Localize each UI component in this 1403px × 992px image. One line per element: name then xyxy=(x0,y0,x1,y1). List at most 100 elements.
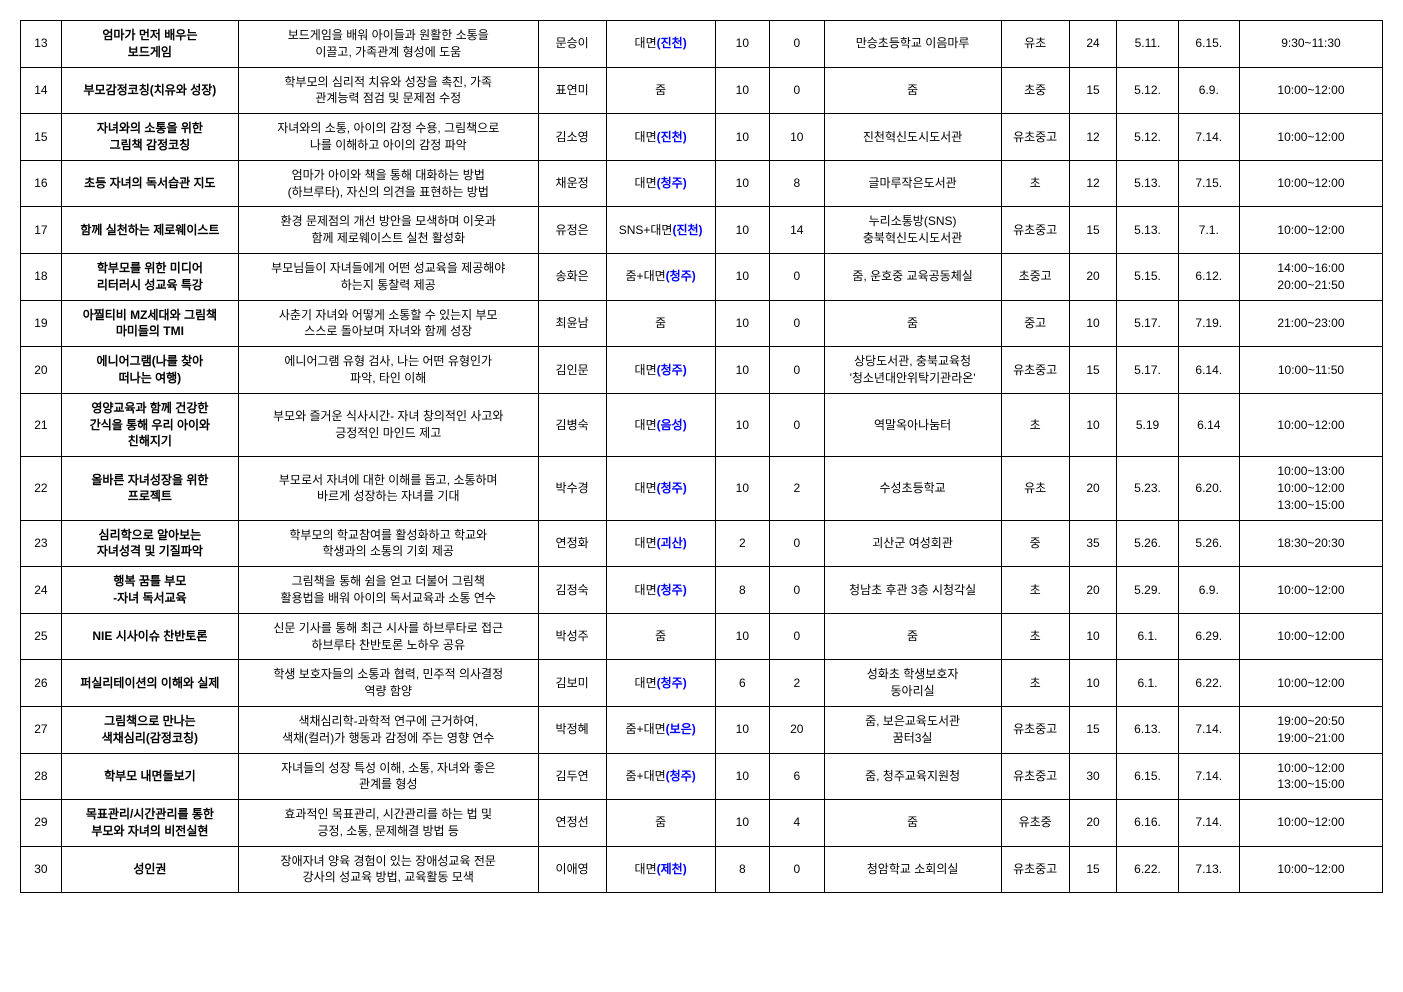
row-number: 23 xyxy=(21,520,62,567)
program-title: 목표관리/시간관리를 통한 부모와 자녀의 비전실현 xyxy=(61,800,238,847)
registered: 0 xyxy=(770,567,824,614)
method-location-highlight: (진천) xyxy=(657,130,687,144)
instructor-name: 유정은 xyxy=(538,207,606,254)
instructor-name: 박성주 xyxy=(538,613,606,660)
row-number: 14 xyxy=(21,67,62,114)
capacity: 2 xyxy=(715,520,769,567)
delivery-method: 줌 xyxy=(606,800,715,847)
target-audience: 유초중 xyxy=(1001,800,1069,847)
hours: 15 xyxy=(1069,207,1117,254)
program-description: 부모와 즐거운 식사시간- 자녀 창의적인 사고와 긍정적인 마인드 제고 xyxy=(238,393,538,456)
target-audience: 초 xyxy=(1001,160,1069,207)
instructor-name: 연정화 xyxy=(538,520,606,567)
start-date: 5.23. xyxy=(1117,457,1178,520)
row-number: 18 xyxy=(21,253,62,300)
location: 청암학교 소회의실 xyxy=(824,846,1001,893)
program-title: NIE 시사이슈 찬반토론 xyxy=(61,613,238,660)
hours: 20 xyxy=(1069,253,1117,300)
end-date: 6.9. xyxy=(1178,567,1239,614)
instructor-name: 박수경 xyxy=(538,457,606,520)
end-date: 6.15. xyxy=(1178,21,1239,68)
row-number: 16 xyxy=(21,160,62,207)
table-row: 25NIE 시사이슈 찬반토론신문 기사를 통해 최근 시사를 하브루타로 접근… xyxy=(21,613,1383,660)
hours: 30 xyxy=(1069,753,1117,800)
end-date: 7.14. xyxy=(1178,800,1239,847)
method-prefix: 줌 xyxy=(655,83,666,97)
capacity: 10 xyxy=(715,800,769,847)
table-row: 28학부모 내면돌보기자녀들의 성장 특성 이해, 소통, 자녀와 좋은 관계를… xyxy=(21,753,1383,800)
table-row: 24행복 꿈틀 부모 -자녀 독서교육그림책을 통해 쉼을 얻고 더불어 그림책… xyxy=(21,567,1383,614)
time-slot: 14:00~16:00 20:00~21:50 xyxy=(1239,253,1382,300)
delivery-method: 대면(괴산) xyxy=(606,520,715,567)
row-number: 20 xyxy=(21,347,62,394)
program-description: 자녀들의 성장 특성 이해, 소통, 자녀와 좋은 관계를 형성 xyxy=(238,753,538,800)
target-audience: 초 xyxy=(1001,393,1069,456)
instructor-name: 박정혜 xyxy=(538,706,606,753)
end-date: 6.9. xyxy=(1178,67,1239,114)
end-date: 6.12. xyxy=(1178,253,1239,300)
delivery-method: 대면(음성) xyxy=(606,393,715,456)
time-slot: 10:00~12:00 xyxy=(1239,800,1382,847)
instructor-name: 표연미 xyxy=(538,67,606,114)
start-date: 6.13. xyxy=(1117,706,1178,753)
registered: 0 xyxy=(770,846,824,893)
hours: 35 xyxy=(1069,520,1117,567)
table-row: 17함께 실천하는 제로웨이스트환경 문제점의 개선 방안을 모색하며 이웃과 … xyxy=(21,207,1383,254)
location: 줌 xyxy=(824,613,1001,660)
time-slot: 10:00~12:00 xyxy=(1239,207,1382,254)
method-location-highlight: (청주) xyxy=(657,176,687,190)
instructor-name: 송화은 xyxy=(538,253,606,300)
capacity: 10 xyxy=(715,253,769,300)
start-date: 5.13. xyxy=(1117,160,1178,207)
registered: 2 xyxy=(770,660,824,707)
program-description: 엄마가 아이와 책을 통해 대화하는 방법 (하브루타), 자신의 의견을 표현… xyxy=(238,160,538,207)
time-slot: 10:00~12:00 xyxy=(1239,846,1382,893)
capacity: 10 xyxy=(715,457,769,520)
time-slot: 10:00~12:00 xyxy=(1239,567,1382,614)
hours: 15 xyxy=(1069,347,1117,394)
method-prefix: 줌+대면 xyxy=(626,269,666,283)
target-audience: 초중 xyxy=(1001,67,1069,114)
delivery-method: 줌+대면(청주) xyxy=(606,753,715,800)
program-description: 효과적인 목표관리, 시간관리를 하는 법 및 긍정, 소통, 문제해결 방법 … xyxy=(238,800,538,847)
program-title: 학부모 내면돌보기 xyxy=(61,753,238,800)
delivery-method: 줌 xyxy=(606,300,715,347)
location: 줌 xyxy=(824,300,1001,347)
program-title: 초등 자녀의 독서습관 지도 xyxy=(61,160,238,207)
table-row: 22올바른 자녀성장을 위한 프로젝트부모로서 자녀에 대한 이해를 돕고, 소… xyxy=(21,457,1383,520)
start-date: 5.17. xyxy=(1117,347,1178,394)
instructor-name: 문승이 xyxy=(538,21,606,68)
method-location-highlight: (제천) xyxy=(657,862,687,876)
delivery-method: 줌+대면(청주) xyxy=(606,253,715,300)
table-row: 27그림책으로 만나는 색채심리(감정코칭)색채심리학-과학적 연구에 근거하여… xyxy=(21,706,1383,753)
start-date: 5.15. xyxy=(1117,253,1178,300)
table-row: 15자녀와의 소통을 위한 그림책 감정코칭자녀와의 소통, 아이의 감정 수용… xyxy=(21,114,1383,161)
end-date: 6.29. xyxy=(1178,613,1239,660)
target-audience: 초 xyxy=(1001,613,1069,660)
program-title: 함께 실천하는 제로웨이스트 xyxy=(61,207,238,254)
hours: 24 xyxy=(1069,21,1117,68)
row-number: 29 xyxy=(21,800,62,847)
delivery-method: 대면(청주) xyxy=(606,567,715,614)
program-description: 학생 보호자들의 소통과 협력, 민주적 의사결정 역량 함양 xyxy=(238,660,538,707)
registered: 8 xyxy=(770,160,824,207)
registered: 0 xyxy=(770,613,824,660)
row-number: 30 xyxy=(21,846,62,893)
capacity: 10 xyxy=(715,347,769,394)
capacity: 10 xyxy=(715,207,769,254)
location: 청남초 후관 3층 시청각실 xyxy=(824,567,1001,614)
target-audience: 유초중고 xyxy=(1001,347,1069,394)
time-slot: 9:30~11:30 xyxy=(1239,21,1382,68)
method-location-highlight: (음성) xyxy=(657,418,687,432)
row-number: 25 xyxy=(21,613,62,660)
target-audience: 초중고 xyxy=(1001,253,1069,300)
method-location-highlight: (청주) xyxy=(666,269,696,283)
hours: 20 xyxy=(1069,567,1117,614)
start-date: 6.1. xyxy=(1117,613,1178,660)
delivery-method: 줌 xyxy=(606,613,715,660)
end-date: 7.19. xyxy=(1178,300,1239,347)
registered: 0 xyxy=(770,21,824,68)
row-number: 26 xyxy=(21,660,62,707)
method-prefix: 대면 xyxy=(635,176,657,190)
target-audience: 유초 xyxy=(1001,457,1069,520)
